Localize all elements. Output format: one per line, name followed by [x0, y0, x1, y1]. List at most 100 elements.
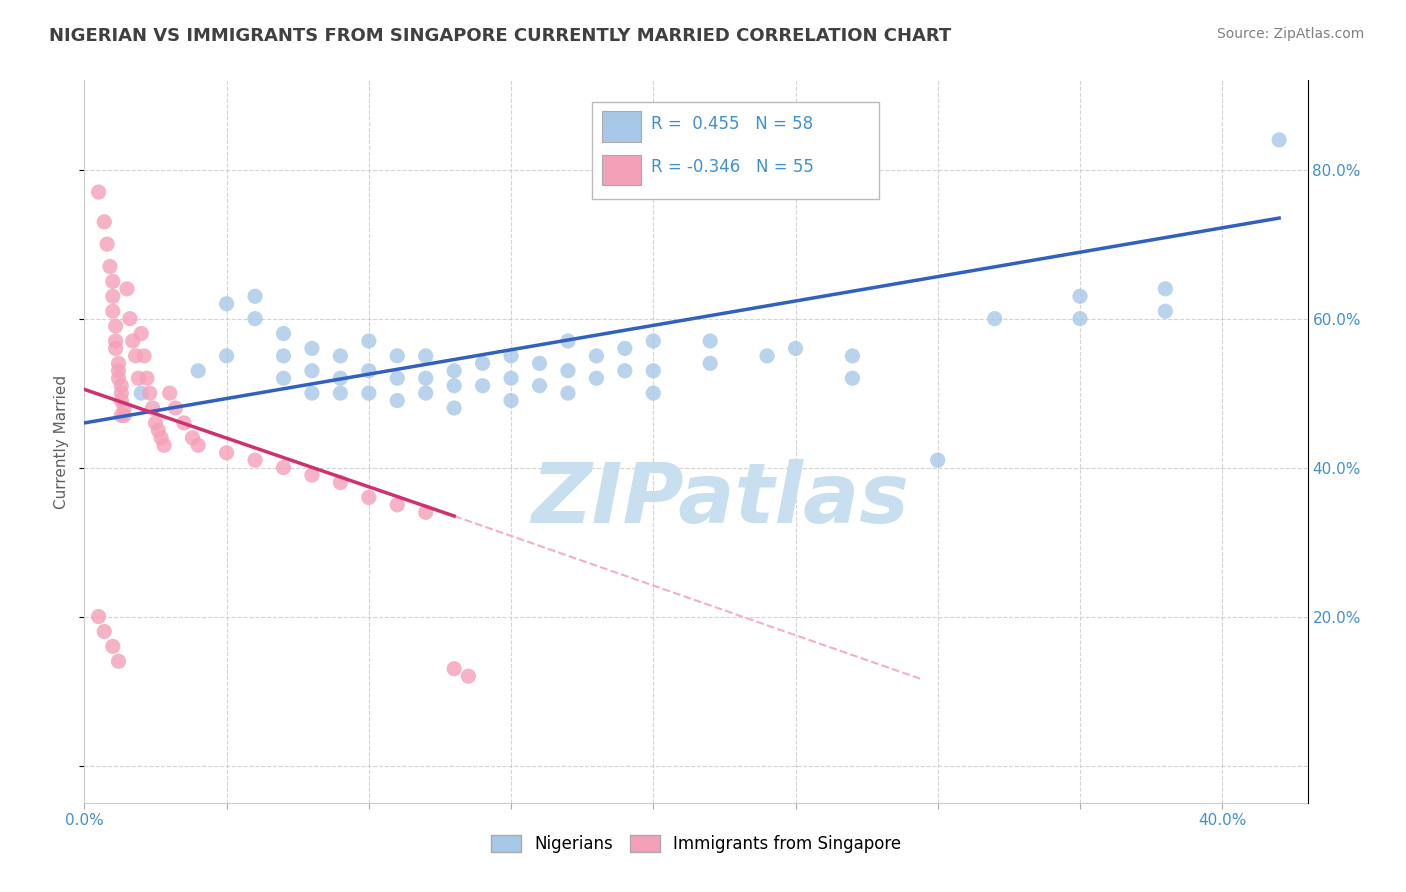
Point [273, 326, 295, 341]
Point [181, 431, 204, 445]
Point [357, 364, 380, 378]
Point [110, 386, 132, 401]
Point [115, 282, 138, 296]
Point [136, 371, 159, 385]
Point [187, 364, 209, 378]
Point [471, 378, 494, 392]
Y-axis label: Currently Married: Currently Married [53, 375, 69, 508]
Point [415, 386, 437, 401]
Point [557, 334, 579, 348]
Point [139, 386, 162, 401]
Point [301, 468, 323, 483]
Point [148, 423, 170, 437]
Point [243, 311, 266, 326]
Point [443, 662, 465, 676]
Point [643, 386, 665, 401]
Point [499, 371, 522, 385]
Point [329, 349, 352, 363]
Point [387, 371, 409, 385]
Point [112, 409, 135, 423]
Point [301, 342, 323, 356]
Text: Source: ZipAtlas.com: Source: ZipAtlas.com [1216, 27, 1364, 41]
Point [983, 311, 1005, 326]
Point [243, 453, 266, 467]
Point [585, 349, 607, 363]
Point [153, 438, 176, 452]
Point [129, 386, 152, 401]
Point [499, 393, 522, 408]
Point [110, 409, 132, 423]
Point [643, 334, 665, 348]
Point [329, 371, 352, 385]
Bar [602, 154, 641, 185]
Point [273, 349, 295, 363]
Text: R = -0.346   N = 55: R = -0.346 N = 55 [651, 158, 814, 177]
FancyBboxPatch shape [592, 102, 880, 200]
Point [187, 438, 209, 452]
Point [101, 274, 124, 288]
Point [557, 386, 579, 401]
Point [93, 215, 115, 229]
Point [107, 371, 129, 385]
Point [215, 446, 238, 460]
Point [415, 371, 437, 385]
Point [165, 401, 187, 415]
Point [643, 364, 665, 378]
Point [87, 609, 110, 624]
Point [841, 371, 863, 385]
Point [529, 378, 551, 392]
Point [104, 342, 127, 356]
Point [107, 356, 129, 370]
Point [699, 334, 721, 348]
Point [132, 349, 155, 363]
Point [841, 349, 863, 363]
Bar [602, 112, 641, 142]
Point [93, 624, 115, 639]
Point [927, 453, 949, 467]
Point [557, 364, 579, 378]
Point [585, 371, 607, 385]
Point [1069, 289, 1091, 303]
Point [104, 319, 127, 334]
Point [699, 356, 721, 370]
Point [110, 393, 132, 408]
Point [613, 364, 636, 378]
Point [415, 349, 437, 363]
Point [142, 401, 165, 415]
Point [457, 669, 479, 683]
Point [301, 364, 323, 378]
Point [1069, 311, 1091, 326]
Point [443, 378, 465, 392]
Point [159, 386, 181, 401]
Point [756, 349, 779, 363]
Point [145, 416, 167, 430]
Point [443, 401, 465, 415]
Point [110, 378, 132, 392]
Point [357, 491, 380, 505]
Legend: Nigerians, Immigrants from Singapore: Nigerians, Immigrants from Singapore [484, 828, 908, 860]
Point [387, 349, 409, 363]
Point [529, 356, 551, 370]
Point [98, 260, 121, 274]
Point [1154, 282, 1177, 296]
Point [118, 311, 141, 326]
Point [273, 460, 295, 475]
Point [415, 505, 437, 519]
Point [387, 393, 409, 408]
Point [357, 386, 380, 401]
Point [243, 289, 266, 303]
Point [101, 289, 124, 303]
Point [499, 349, 522, 363]
Point [443, 364, 465, 378]
Point [101, 640, 124, 654]
Text: NIGERIAN VS IMMIGRANTS FROM SINGAPORE CURRENTLY MARRIED CORRELATION CHART: NIGERIAN VS IMMIGRANTS FROM SINGAPORE CU… [49, 27, 952, 45]
Point [150, 431, 173, 445]
Point [87, 185, 110, 199]
Point [613, 342, 636, 356]
Point [329, 386, 352, 401]
Point [173, 416, 195, 430]
Point [785, 342, 807, 356]
Point [273, 371, 295, 385]
Point [107, 654, 129, 668]
Point [387, 498, 409, 512]
